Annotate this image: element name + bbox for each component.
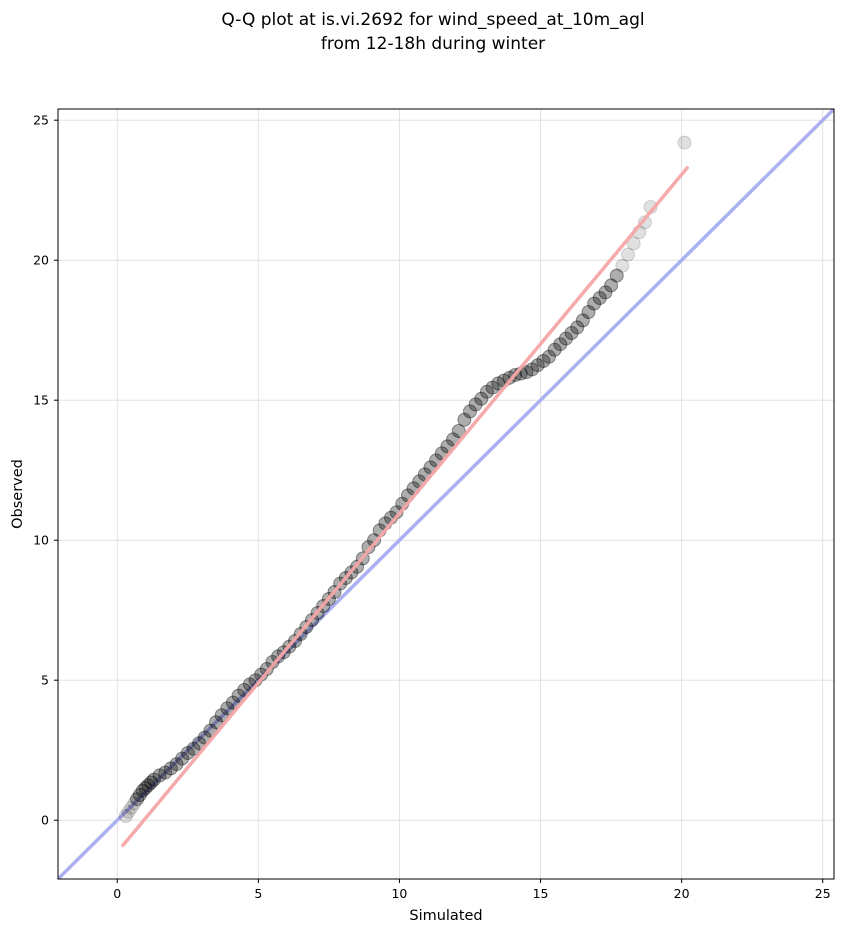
data-point — [474, 391, 489, 406]
x-tick-label: 10 — [391, 886, 407, 901]
data-point — [451, 424, 466, 438]
y-tick-label: 15 — [33, 393, 49, 408]
data-point — [502, 370, 517, 385]
data-point — [186, 741, 201, 756]
data-point — [158, 765, 173, 780]
data-point — [536, 354, 551, 368]
data-point — [677, 135, 692, 150]
data-point — [468, 397, 483, 412]
data-point — [144, 775, 159, 790]
data-point — [361, 540, 376, 555]
data-point — [581, 305, 596, 319]
data-point — [225, 695, 240, 710]
data-point — [118, 809, 133, 823]
data-point — [541, 349, 556, 364]
data-point — [491, 376, 506, 391]
grid — [58, 109, 834, 879]
data-point — [530, 358, 545, 373]
data-point — [592, 291, 607, 305]
data-point — [180, 746, 195, 760]
data-point — [163, 761, 178, 776]
data-point — [367, 533, 382, 548]
data-point — [479, 384, 494, 399]
data-point — [169, 757, 184, 772]
data-point — [121, 804, 136, 819]
data-point — [214, 708, 229, 723]
data-point — [525, 362, 540, 377]
x-tick-label: 0 — [113, 886, 121, 901]
y-axis-ticks: 0 5 10 15 20 25 — [33, 113, 58, 828]
y-axis-label: Observed — [10, 459, 26, 529]
data-point — [127, 796, 142, 811]
data-point — [558, 331, 573, 346]
data-point — [132, 788, 147, 802]
chart-title: Q-Q plot at is.vi.2692 for wind_speed_at… — [221, 10, 644, 30]
data-point — [553, 337, 568, 352]
data-point — [575, 313, 590, 328]
data-point — [135, 783, 150, 798]
plot-frame — [57, 108, 835, 880]
data-point — [570, 320, 585, 335]
data-point — [587, 296, 602, 311]
data-point — [192, 736, 207, 751]
data-point — [615, 258, 630, 273]
data-point — [621, 247, 636, 262]
data-point — [519, 365, 534, 380]
data-point — [609, 268, 624, 283]
x-tick-label: 5 — [254, 886, 262, 901]
data-point — [485, 380, 500, 395]
x-tick-label: 25 — [815, 886, 831, 901]
data-point — [626, 236, 641, 251]
data-point — [141, 778, 156, 793]
chart-subtitle: from 12-18h during winter — [321, 34, 545, 54]
x-tick-label: 15 — [533, 886, 549, 901]
data-point — [152, 768, 167, 783]
data-point — [598, 285, 613, 300]
data-point — [124, 800, 139, 815]
y-tick-label: 5 — [41, 673, 49, 688]
data-point — [457, 412, 472, 427]
data-point — [146, 772, 161, 787]
y-tick-label: 25 — [33, 113, 49, 128]
data-point — [259, 662, 274, 676]
data-point — [547, 342, 562, 357]
y-tick-label: 10 — [33, 533, 49, 548]
y-tick-label: 0 — [41, 813, 49, 828]
data-point — [209, 715, 224, 730]
data-point — [175, 751, 190, 766]
data-point — [564, 326, 579, 340]
data-point — [462, 404, 477, 419]
fit-line — [121, 166, 690, 848]
y-tick-label: 20 — [33, 253, 49, 268]
x-axis-ticks: 0 5 10 15 20 25 — [113, 879, 831, 901]
identity-line — [58, 109, 834, 879]
data-point — [604, 278, 619, 293]
data-point — [130, 792, 145, 807]
data-point — [138, 781, 153, 795]
data-point — [231, 688, 246, 703]
data-point — [220, 701, 235, 716]
x-axis-label: Simulated — [409, 908, 482, 924]
x-tick-label: 20 — [674, 886, 690, 901]
